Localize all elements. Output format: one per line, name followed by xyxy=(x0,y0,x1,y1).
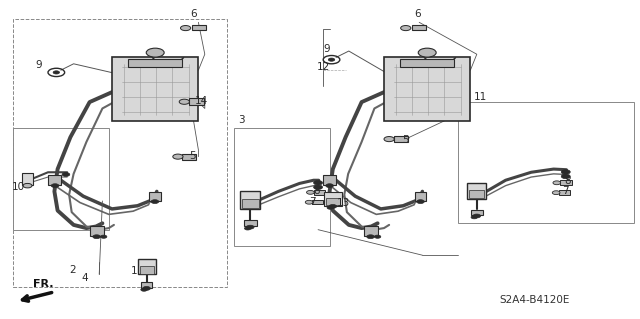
Bar xyxy=(140,266,154,274)
Circle shape xyxy=(179,99,189,104)
Circle shape xyxy=(141,288,147,291)
Circle shape xyxy=(561,174,570,179)
Circle shape xyxy=(146,48,164,57)
Text: 5: 5 xyxy=(402,135,408,145)
Circle shape xyxy=(419,48,436,57)
Bar xyxy=(90,226,104,236)
Circle shape xyxy=(471,216,477,219)
Bar xyxy=(138,259,156,274)
Circle shape xyxy=(246,225,254,229)
Bar xyxy=(415,192,426,201)
Bar xyxy=(559,190,570,195)
Bar xyxy=(314,190,325,195)
Bar xyxy=(467,183,486,199)
Circle shape xyxy=(62,173,70,176)
Text: 9: 9 xyxy=(35,60,42,70)
Bar xyxy=(182,154,196,160)
Bar xyxy=(112,57,198,121)
Bar xyxy=(323,175,336,185)
Circle shape xyxy=(561,170,570,174)
Text: 6: 6 xyxy=(415,9,421,19)
Circle shape xyxy=(143,286,150,290)
Circle shape xyxy=(244,227,251,230)
Text: S2A4-B4120E: S2A4-B4120E xyxy=(499,295,570,306)
Bar xyxy=(312,200,323,204)
Bar xyxy=(128,59,182,67)
Circle shape xyxy=(384,137,394,142)
Bar xyxy=(242,199,259,208)
Bar xyxy=(240,191,260,209)
Circle shape xyxy=(374,235,381,238)
Bar xyxy=(412,25,426,30)
Text: 1: 1 xyxy=(131,266,137,276)
Circle shape xyxy=(51,184,59,188)
Text: 8: 8 xyxy=(314,186,320,196)
Circle shape xyxy=(23,183,32,188)
Circle shape xyxy=(552,191,560,195)
Bar xyxy=(469,190,484,198)
Circle shape xyxy=(326,184,333,188)
Bar xyxy=(458,102,634,223)
Text: 7: 7 xyxy=(309,197,316,207)
Circle shape xyxy=(327,206,333,209)
Circle shape xyxy=(401,26,411,31)
Circle shape xyxy=(151,200,159,204)
Bar xyxy=(471,210,483,215)
Circle shape xyxy=(553,181,561,185)
Text: 8: 8 xyxy=(564,176,571,186)
Circle shape xyxy=(314,185,323,189)
Bar xyxy=(13,19,227,287)
Circle shape xyxy=(93,235,100,239)
Text: 4: 4 xyxy=(81,272,88,283)
Text: 9: 9 xyxy=(323,44,330,55)
Bar xyxy=(244,220,257,226)
Bar xyxy=(384,57,470,121)
Circle shape xyxy=(328,58,335,61)
Text: 3: 3 xyxy=(238,115,244,125)
Circle shape xyxy=(307,190,314,194)
Circle shape xyxy=(173,154,183,159)
Bar xyxy=(324,192,342,206)
Bar xyxy=(326,198,340,205)
Circle shape xyxy=(473,214,481,218)
Circle shape xyxy=(314,181,323,185)
Circle shape xyxy=(180,26,191,31)
Circle shape xyxy=(100,235,107,238)
Text: 2: 2 xyxy=(69,264,76,275)
Bar xyxy=(560,180,572,185)
Bar xyxy=(364,226,378,236)
Bar xyxy=(400,59,454,67)
Bar xyxy=(394,136,408,142)
Text: FR.: FR. xyxy=(33,279,54,289)
Text: 10: 10 xyxy=(12,182,25,192)
Circle shape xyxy=(53,71,60,74)
Text: 5: 5 xyxy=(189,151,195,161)
Bar xyxy=(141,282,152,288)
Bar xyxy=(149,192,161,201)
Circle shape xyxy=(367,235,374,239)
Circle shape xyxy=(417,200,424,204)
Bar xyxy=(192,25,206,30)
Circle shape xyxy=(329,204,337,208)
Text: 13: 13 xyxy=(337,197,351,208)
Text: 6: 6 xyxy=(191,9,197,19)
Text: 11: 11 xyxy=(474,92,487,102)
Bar xyxy=(234,128,330,246)
Bar xyxy=(22,173,33,185)
Bar xyxy=(13,128,109,230)
Text: 14: 14 xyxy=(195,96,209,107)
Circle shape xyxy=(305,200,313,204)
Text: 12: 12 xyxy=(317,62,330,72)
Text: 7: 7 xyxy=(562,186,568,197)
Bar xyxy=(189,98,204,105)
Bar xyxy=(48,175,61,185)
